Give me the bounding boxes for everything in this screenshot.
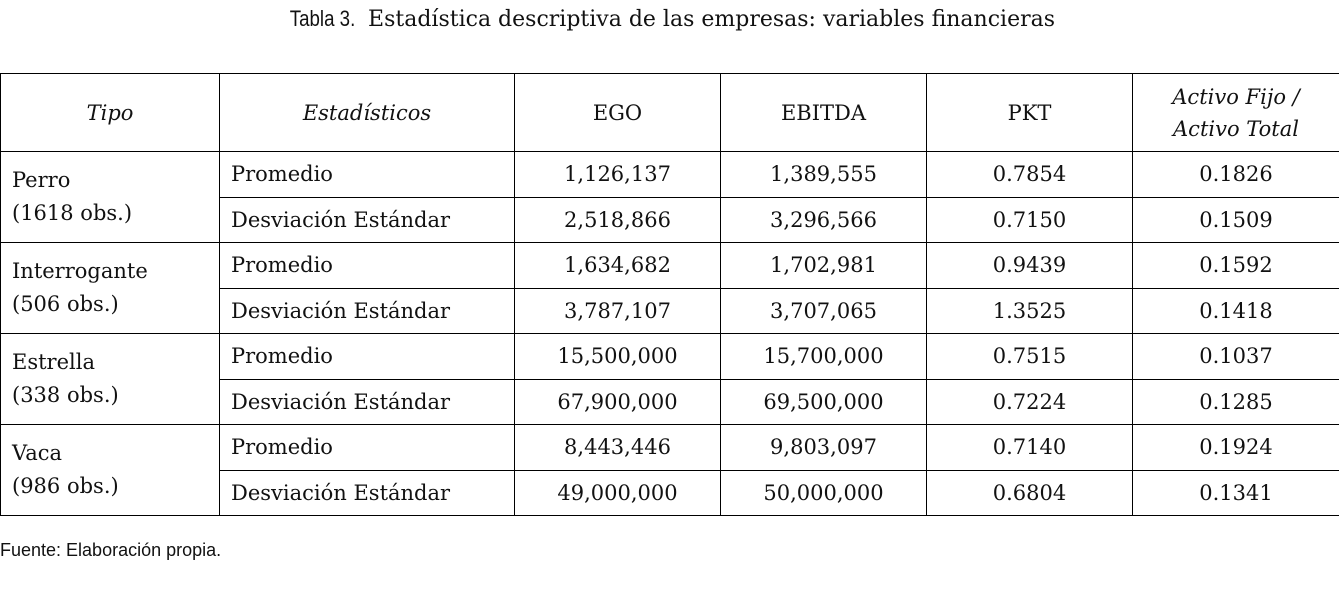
value-cell: 3,296,566	[720, 196, 927, 243]
column-header: Activo Fijo / Activo Total	[1132, 73, 1339, 152]
table-row: Vaca (986 obs.) Promedio 8,443,446 9,803,097…	[0, 424, 1339, 516]
value-cell: 3,787,107	[514, 287, 721, 334]
stat-cell: Desviación Estándar	[219, 378, 515, 425]
header-row: Tipo Estadísticos EGO EBITDA PKT Activo Fijo …	[0, 73, 1339, 152]
value-cell: 0.1285	[1132, 378, 1339, 425]
value-cell: 0.1924	[1132, 424, 1339, 471]
source-note: Fuente: Elaboración propia.	[0, 540, 222, 560]
value-cell: 0.7140	[926, 424, 1133, 471]
stat-cell: Promedio	[219, 333, 515, 380]
value-cell: 0.1509	[1132, 196, 1339, 243]
stat-cell: Desviación Estándar	[219, 287, 515, 334]
value-cell: 8,443,446	[514, 424, 721, 471]
table-row: Estrella (338 obs.) Promedio 15,500,000 15,7…	[0, 333, 1339, 425]
data-table: Tipo Estadísticos EGO EBITDA PKT Activo Fijo …	[0, 73, 1339, 516]
stat-cell: Promedio	[219, 242, 515, 289]
type-name: Estrella	[12, 350, 95, 374]
type-name: Vaca	[12, 441, 63, 465]
stat-cell: Promedio	[219, 151, 515, 198]
value-cell: 0.9439	[926, 242, 1133, 289]
value-cell: 0.1418	[1132, 287, 1339, 334]
value-cell: 0.7150	[926, 196, 1133, 243]
type-cell: Interrogante (506 obs.)	[0, 242, 220, 334]
stat-cell: Promedio	[219, 424, 515, 471]
value-cell: 2,518,866	[514, 196, 721, 243]
value-cell: 69,500,000	[720, 378, 927, 425]
value-cell: 0.1592	[1132, 242, 1339, 289]
value-cell: 0.1341	[1132, 469, 1339, 516]
value-cell: 15,500,000	[514, 333, 721, 380]
column-header: Tipo	[0, 73, 220, 152]
value-cell: 0.7224	[926, 378, 1133, 425]
value-cell: 50,000,000	[720, 469, 927, 516]
title-text: Estadística descriptiva de las empresas:…	[368, 7, 1056, 32]
value-cell: 0.7515	[926, 333, 1133, 380]
table-row: Desviación Estándar 49,000,000 50,000,000 0…	[1, 469, 1339, 516]
value-cell: 0.6804	[926, 469, 1133, 516]
stat-cell: Desviación Estándar	[219, 469, 515, 516]
column-header-line: Activo Total	[1173, 116, 1299, 141]
column-header: EBITDA	[720, 73, 927, 152]
stat-cell: Desviación Estándar	[219, 196, 515, 243]
value-cell: 15,700,000	[720, 333, 927, 380]
type-name: Interrogante	[12, 259, 148, 283]
type-cell: Vaca (986 obs.)	[0, 424, 220, 516]
value-cell: 1,389,555	[720, 151, 927, 198]
type-cell: Estrella (338 obs.)	[0, 333, 220, 425]
value-cell: 67,900,000	[514, 378, 721, 425]
column-header: Estadísticos	[219, 73, 515, 152]
value-cell: 0.1037	[1132, 333, 1339, 380]
table-row: Interrogante (506 obs.) Promedio 1,634,682 1…	[0, 242, 1339, 334]
value-cell: 1,126,137	[514, 151, 721, 198]
type-obs: (338 obs.)	[12, 383, 119, 407]
table-row: Perro (1618 obs.) Promedio 1,126,137 1,389,5…	[0, 151, 1339, 243]
column-header-line: Activo Fijo /	[1172, 84, 1300, 109]
type-obs: (986 obs.)	[12, 474, 119, 498]
value-cell: 3,707,065	[720, 287, 927, 334]
value-cell: 1,634,682	[514, 242, 721, 289]
type-name: Perro	[12, 168, 71, 192]
table-label: Tabla 3.	[289, 6, 356, 31]
value-cell: 0.1826	[1132, 151, 1339, 198]
column-header: PKT	[926, 73, 1133, 152]
value-cell: 1,702,981	[720, 242, 927, 289]
value-cell: 1.3525	[926, 287, 1133, 334]
type-obs: (1618 obs.)	[12, 201, 133, 225]
value-cell: 9,803,097	[720, 424, 927, 471]
type-obs: (506 obs.)	[12, 292, 119, 316]
value-cell: 49,000,000	[514, 469, 721, 516]
table-row: Desviación Estándar 67,900,000 69,500,000 0…	[1, 378, 1339, 425]
type-cell: Perro (1618 obs.)	[0, 151, 220, 243]
value-cell: 0.7854	[926, 151, 1133, 198]
column-header: EGO	[514, 73, 721, 152]
table-title: Tabla 3. Estadística descriptiva de las …	[0, 6, 1339, 32]
table-row: Desviación Estándar 3,787,107 3,707,065 1.3…	[1, 287, 1339, 334]
